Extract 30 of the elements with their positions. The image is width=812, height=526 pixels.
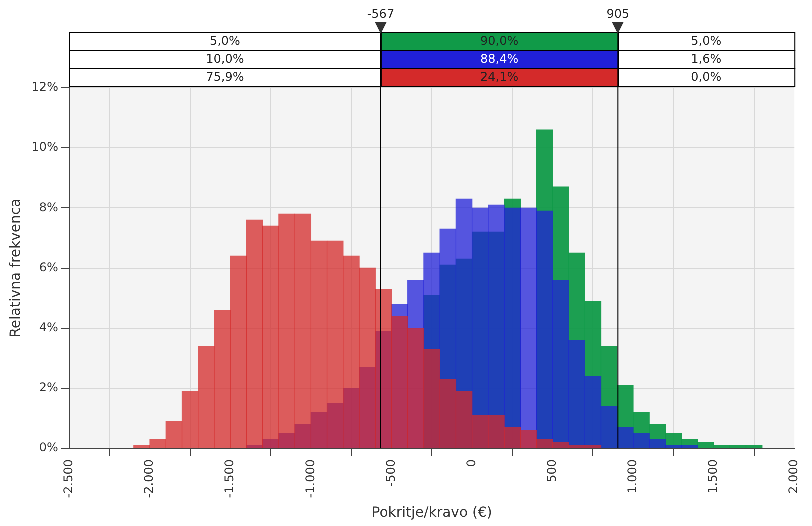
- text: 88,4%: [480, 52, 519, 66]
- y-axis-title: Relativna frekvenca: [8, 198, 24, 338]
- y-tick-label: 0%: [39, 440, 58, 455]
- y-tick-label: 6%: [39, 260, 58, 274]
- x-tick-label: 1.500: [706, 460, 720, 494]
- text: 24,1%: [480, 70, 519, 84]
- y-tick-label: 10%: [32, 140, 58, 154]
- y-tick-label: 8%: [39, 200, 58, 214]
- text: 10,0%: [206, 52, 244, 66]
- ref-line-label: 905: [606, 7, 630, 22]
- x-tick-label: -1.000: [303, 460, 318, 498]
- x-tick-label: 0: [464, 460, 478, 468]
- text: 0,0%: [691, 70, 722, 84]
- text: 5,0%: [210, 34, 240, 48]
- x-tick-label: 1.000: [626, 460, 640, 494]
- y-tick-label: 2%: [39, 380, 58, 395]
- text: 75,9%: [206, 70, 244, 84]
- y-tick-label: 4%: [39, 320, 58, 334]
- text: 90,0%: [480, 34, 519, 48]
- x-tick-label: -1.500: [222, 460, 237, 498]
- text: 1,6%: [691, 52, 722, 66]
- x-tick-label: 2.000: [786, 460, 801, 494]
- x-tick-label: -2.000: [142, 460, 156, 498]
- y-tick-label: 12%: [32, 80, 58, 94]
- text: 5,0%: [691, 34, 722, 48]
- x-tick-label: -500: [384, 460, 398, 487]
- x-tick-label: 500: [545, 460, 560, 482]
- x-tick-label: -2.500: [62, 460, 76, 498]
- x-axis-title: Pokritje/kravo (€): [372, 505, 492, 522]
- ref-line-label: -567: [367, 7, 395, 22]
